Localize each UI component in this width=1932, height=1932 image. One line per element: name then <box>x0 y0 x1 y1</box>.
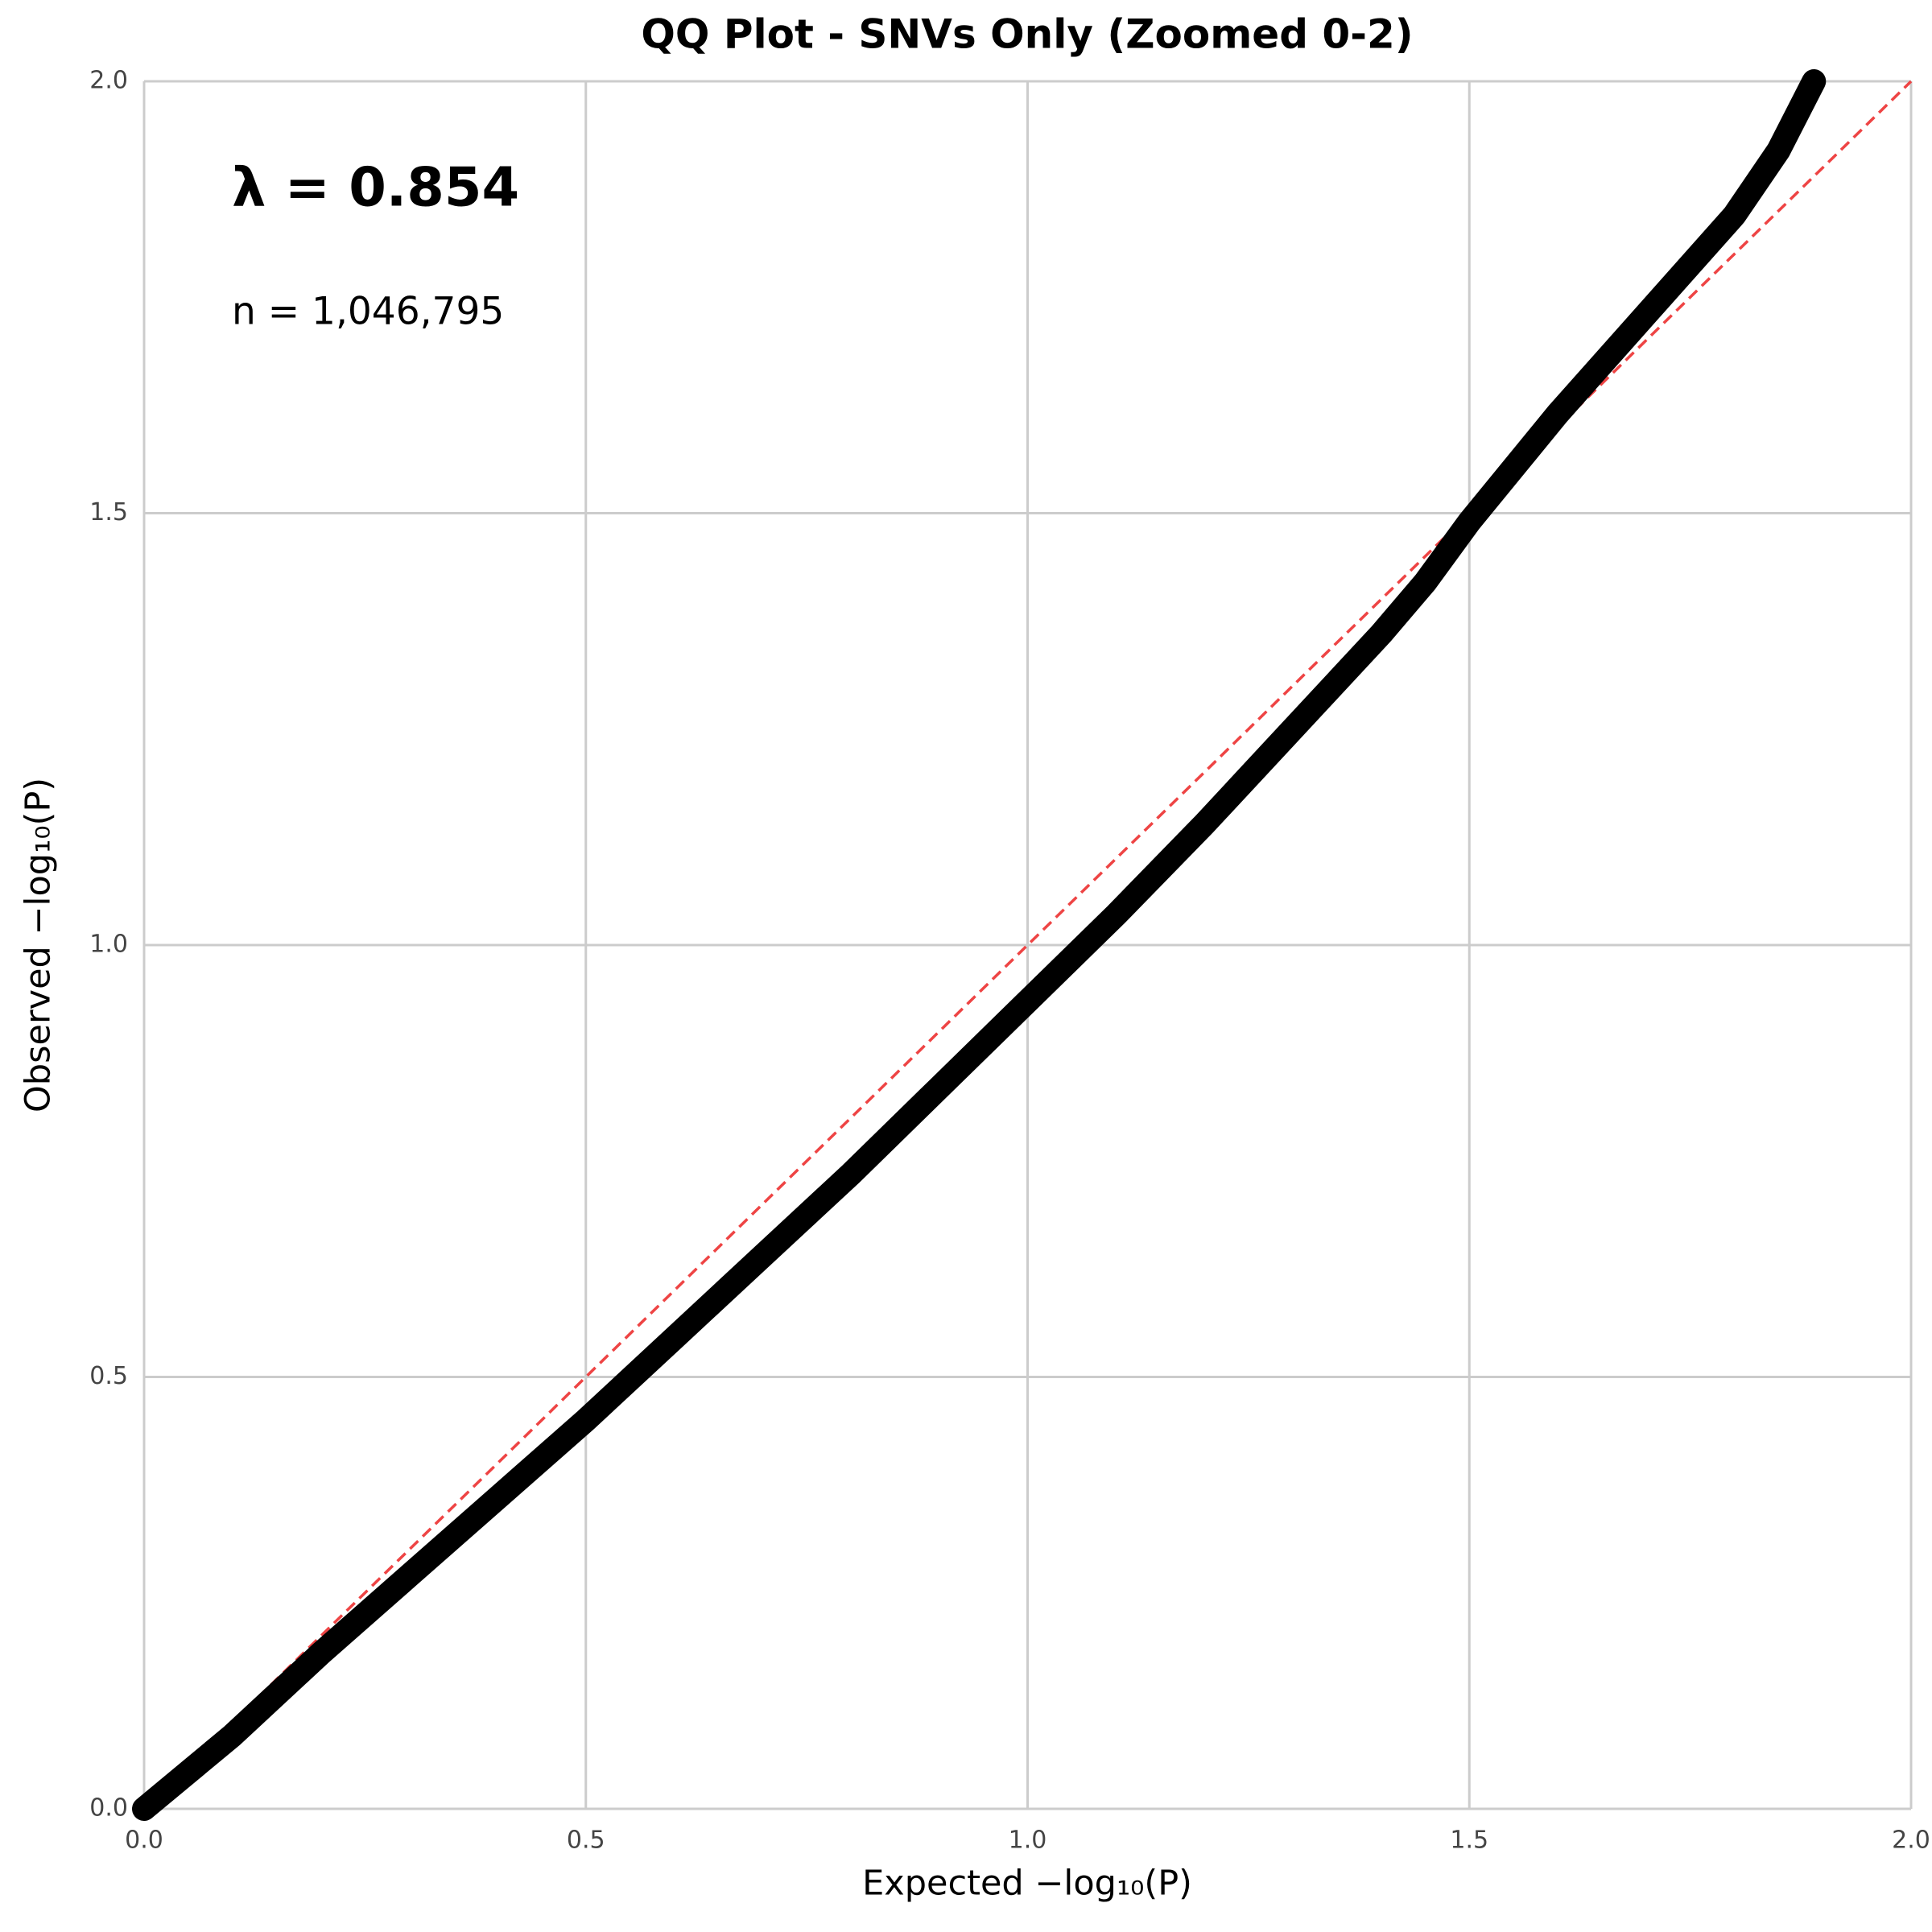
lambda-annotation: λ = 0.854 <box>232 156 519 219</box>
y-tick-label: 2.0 <box>89 67 128 95</box>
y-tick-label: 0.5 <box>89 1362 128 1390</box>
x-tick-label: 0.5 <box>567 1827 605 1855</box>
y-tick-label: 1.5 <box>89 498 128 526</box>
x-tick-label: 0.0 <box>125 1827 163 1855</box>
x-axis-label: Expected −log₁₀(P) <box>862 1864 1192 1904</box>
y-tick-label: 0.0 <box>89 1794 128 1823</box>
chart-title: QQ Plot - SNVs Only (Zoomed 0-2) <box>641 11 1413 58</box>
y-tick-label: 1.0 <box>89 931 128 959</box>
x-tick-label: 1.5 <box>1450 1827 1488 1855</box>
count-annotation: n = 1,046,795 <box>232 290 504 334</box>
reference-line <box>142 80 1913 1810</box>
y-axis-label: Observed −log₁₀(P) <box>19 778 59 1113</box>
x-tick-label: 2.0 <box>1892 1827 1930 1855</box>
x-tick-label: 1.0 <box>1009 1827 1047 1855</box>
qq-points <box>132 69 1827 1821</box>
